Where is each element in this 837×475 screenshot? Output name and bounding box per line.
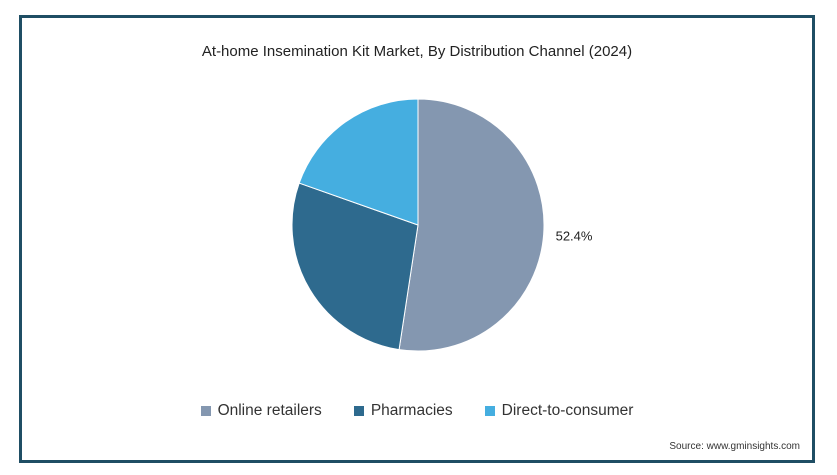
legend-label: Online retailers — [217, 402, 322, 419]
legend-swatch — [484, 406, 495, 416]
pie-chart: 52.4% — [291, 98, 593, 352]
chart-frame: At-home Insemination Kit Market, By Dist… — [19, 15, 815, 463]
pie-slice-pharmacies — [291, 182, 419, 351]
legend: Online retailers Pharmacies Direct-to-co… — [22, 402, 812, 420]
pie-slice-online-retailers — [398, 98, 545, 352]
pie-data-labels: 52.4% — [556, 228, 593, 243]
pie-data-label: 52.4% — [556, 228, 593, 243]
chart-title: At-home Insemination Kit Market, By Dist… — [201, 43, 633, 60]
legend-item-direct-to-consumer: Direct-to-consumer — [484, 402, 634, 420]
legend-item-online-retailers: Online retailers — [200, 402, 322, 420]
pie-slice-direct-to-consumer — [298, 98, 419, 226]
source-note: Source: www.gminsights.com — [669, 441, 800, 452]
legend-swatch — [200, 406, 211, 416]
legend-item-pharmacies: Pharmacies — [353, 402, 453, 420]
legend-label: Direct-to-consumer — [501, 402, 634, 419]
pie-slices — [291, 98, 545, 352]
legend-label: Pharmacies — [370, 402, 453, 419]
legend-swatch — [353, 406, 364, 416]
